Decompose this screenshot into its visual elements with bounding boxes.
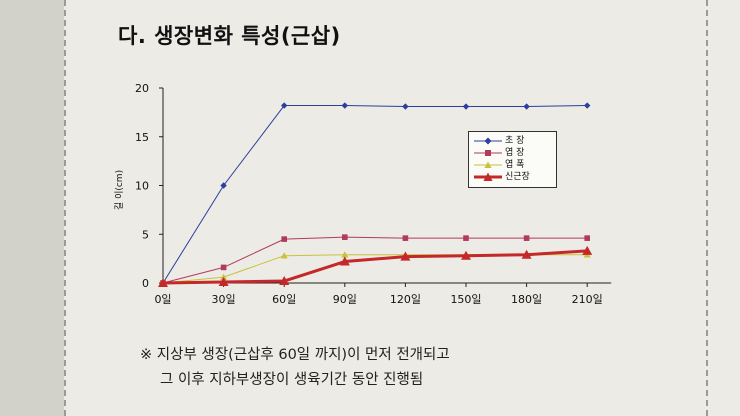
data-point-s1-6 (523, 235, 530, 241)
data-point-s0-2 (281, 102, 288, 109)
series-line-3 (162, 249, 588, 285)
data-point-s3-6 (521, 249, 532, 259)
data-point-s3-4 (400, 251, 411, 261)
data-point-s1-4 (402, 235, 409, 241)
data-point-s2-3 (341, 251, 349, 258)
section-title: 다. 생장변화 특성(근삽) (118, 24, 341, 48)
data-point-s3-3 (339, 256, 350, 266)
data-point-s1-5 (463, 235, 469, 241)
page-sheet (64, 0, 740, 416)
y-tick-label: 5 (142, 228, 149, 241)
data-point-s0-7 (584, 102, 591, 109)
footnote-line-2: 그 이후 지하부생장이 생육기간 동안 진행됨 (160, 372, 424, 388)
right-dashed-border (706, 0, 708, 416)
data-point-s3-7 (582, 245, 593, 255)
data-point-s3-0 (158, 278, 168, 287)
data-point-s1-7 (584, 235, 590, 241)
legend-item-series-2: 엽 폭 (473, 159, 553, 171)
legend-label: 초 장 (505, 136, 525, 146)
data-point-s3-5 (461, 250, 471, 260)
y-tick-label: 0 (142, 277, 149, 290)
data-point-s0-5 (462, 103, 470, 110)
legend-label: 엽 폭 (505, 160, 525, 170)
data-point-s1-1 (220, 264, 227, 271)
x-tick-label: 210일 (572, 292, 603, 306)
x-tick-label: 0일 (154, 292, 171, 306)
legend-label: 신근장 (505, 172, 530, 182)
y-tick-label: 15 (135, 131, 149, 144)
data-point-s0-4 (402, 103, 409, 110)
x-tick-label: 150일 (450, 292, 481, 306)
y-tick-label: 20 (135, 82, 149, 95)
y-tick-label: 10 (135, 180, 149, 193)
x-tick-label: 30일 (212, 292, 236, 306)
data-point-s1-3 (342, 234, 348, 240)
series-line-1 (162, 236, 588, 284)
data-point-s1-2 (281, 236, 287, 242)
data-point-s3-1 (218, 277, 229, 287)
footnote-line-1: ※ 지상부 생장(근삽후 60일 까지)이 먼저 전개되고 (140, 347, 450, 363)
data-point-s2-2 (280, 252, 288, 259)
x-tick-label: 60일 (272, 292, 296, 306)
left-dashed-border (64, 0, 66, 416)
data-point-s0-6 (523, 103, 530, 110)
legend-label: 엽 장 (505, 148, 525, 158)
chart-legend: 초 장 엽 장 엽 폭 신근장 (468, 131, 557, 188)
legend-item-series-1: 엽 장 (473, 147, 553, 159)
data-point-s2-1 (220, 273, 228, 280)
binder-spine (0, 0, 64, 416)
x-tick-label: 90일 (333, 292, 357, 306)
y-axis-label: 길 이(cm) (114, 170, 125, 210)
x-tick-label: 120일 (390, 292, 421, 306)
data-point-s0-1 (220, 182, 227, 189)
data-point-s0-3 (341, 102, 348, 109)
data-point-s3-2 (279, 276, 290, 286)
legend-item-series-0: 초 장 (473, 135, 553, 147)
x-tick-label: 180일 (511, 292, 542, 306)
legend-item-series-3: 신근장 (473, 171, 553, 183)
series-line-0 (162, 105, 588, 284)
